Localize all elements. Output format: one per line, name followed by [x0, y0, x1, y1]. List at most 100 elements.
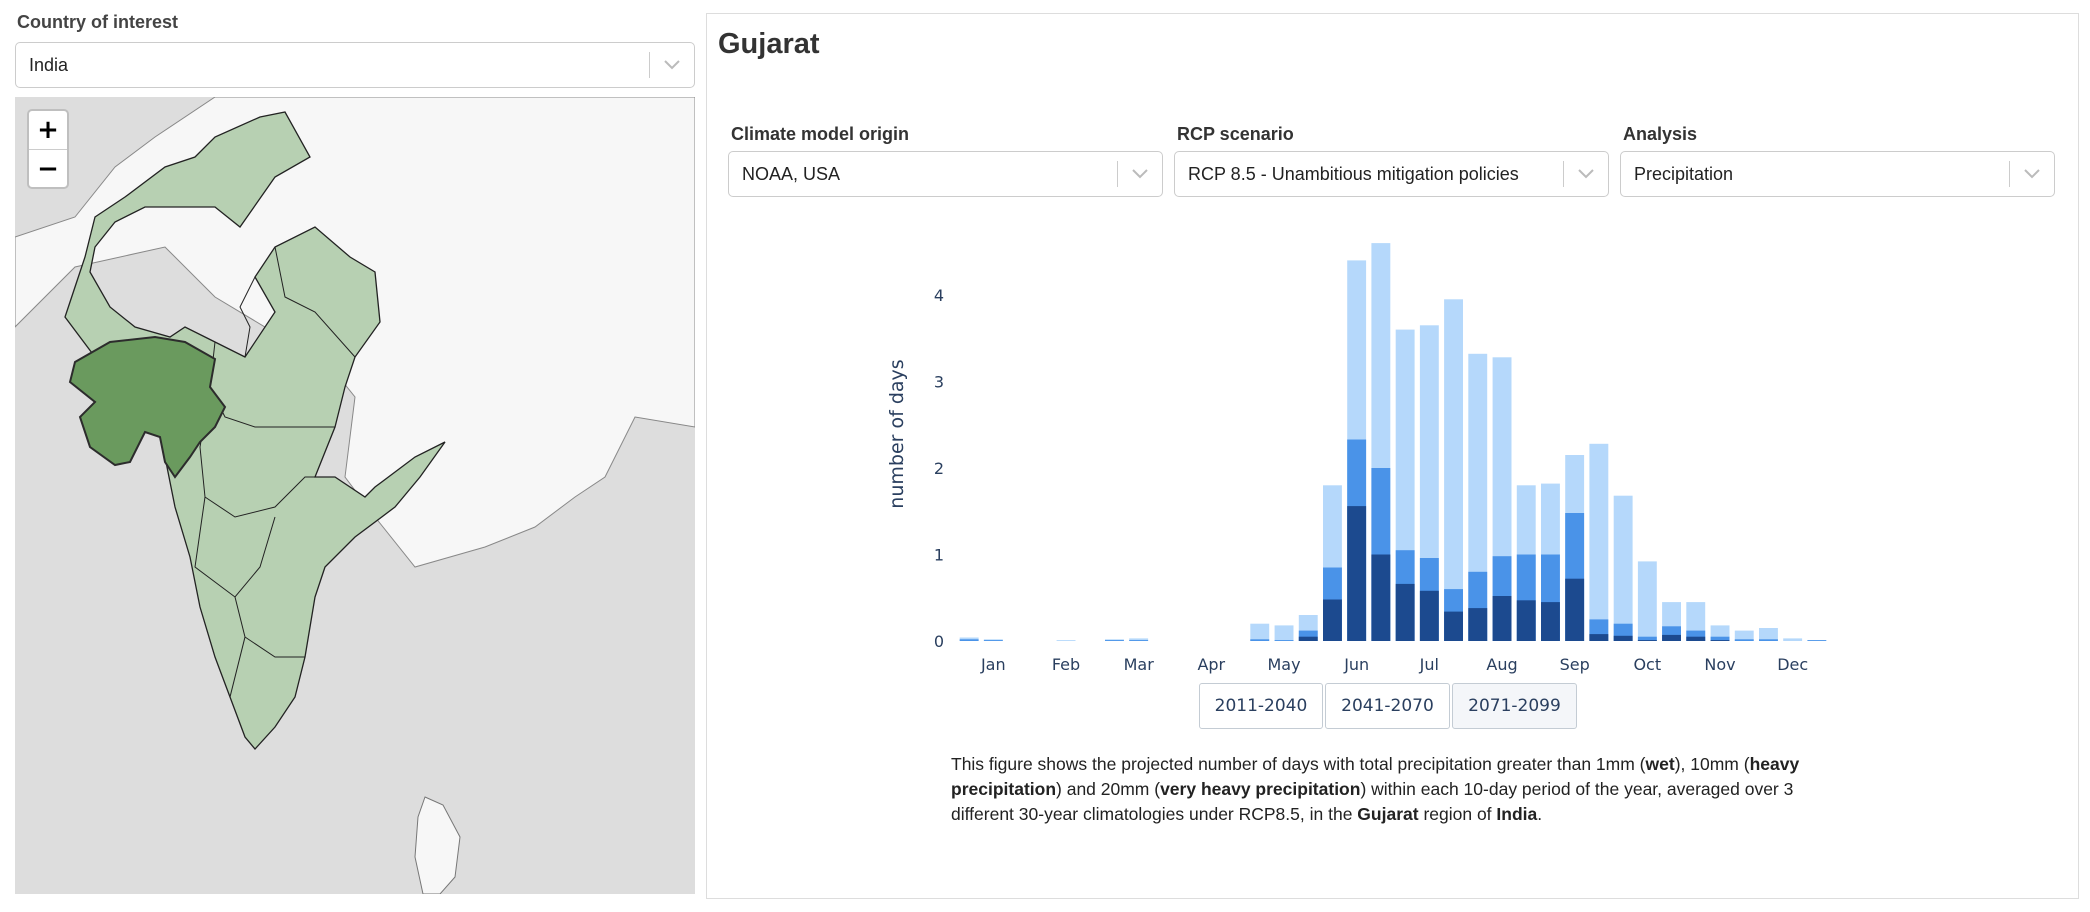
bar-series-3	[1444, 611, 1463, 641]
climate-model-label: Climate model origin	[731, 124, 910, 144]
x-tick-label: Oct	[1633, 655, 1661, 674]
desc-bold: wet	[1645, 754, 1675, 774]
y-axis-label: number of days	[886, 359, 908, 508]
bar-series-2	[1105, 640, 1124, 641]
bar-series-2	[1807, 640, 1827, 641]
x-tick-label: Jun	[1343, 655, 1369, 674]
analysis-label: Analysis	[1623, 124, 1698, 144]
x-tick-label: Mar	[1124, 655, 1155, 674]
x-tick-label: Dec	[1777, 655, 1808, 674]
india-map[interactable]	[15, 97, 695, 894]
period-button-2011-2040[interactable]: 2011-2040	[1199, 683, 1323, 729]
desc-text: region of	[1418, 804, 1497, 824]
bar-series-3	[1662, 634, 1681, 641]
y-tick-label: 4	[934, 286, 944, 305]
desc-bold: very heavy precipitation	[1160, 779, 1361, 799]
bar-series-3	[1419, 590, 1439, 641]
y-tick-label: 2	[934, 459, 944, 478]
bar-series-1	[1613, 495, 1633, 641]
chevron-down-icon[interactable]	[650, 60, 694, 70]
chevron-down-icon[interactable]	[1564, 169, 1608, 179]
period-button-2071-2099[interactable]: 2071-2099	[1452, 683, 1577, 729]
period-button-2041-2070[interactable]: 2041-2070	[1325, 683, 1450, 729]
desc-text: This figure shows the projected number o…	[951, 754, 1646, 774]
bar-series-2	[1129, 640, 1149, 641]
select-separator	[1117, 161, 1118, 187]
y-tick-label: 1	[934, 546, 944, 565]
bar-series-1	[959, 637, 979, 641]
bar-series-3	[1516, 600, 1536, 641]
bar-series-1	[1759, 628, 1778, 641]
zoom-out-button[interactable]: −	[29, 149, 67, 187]
desc-bold: India	[1496, 804, 1538, 824]
bar-series-1	[1129, 638, 1149, 641]
select-separator	[649, 52, 650, 78]
select-separator	[2009, 161, 2010, 187]
y-tick-label: 3	[934, 373, 944, 392]
climate-model-value: NOAA, USA	[742, 163, 841, 184]
x-tick-label: Jul	[1419, 655, 1439, 674]
climate-model-select[interactable]: NOAA, USA	[728, 151, 1163, 197]
gujarat-region	[68, 335, 227, 479]
chart-description: This figure shows the projected number o…	[951, 752, 1831, 827]
country-label: Country of interest	[17, 12, 179, 32]
desc-bold: heavy precipitation	[951, 754, 1800, 799]
bar-series-3	[1613, 635, 1633, 641]
x-tick-label: Jan	[980, 655, 1006, 674]
x-tick-label: Aug	[1486, 655, 1517, 674]
chevron-down-icon[interactable]	[2010, 169, 2054, 179]
x-tick-label: Sep	[1560, 655, 1590, 674]
bar-series-3	[1637, 640, 1657, 641]
select-separator	[1563, 161, 1564, 187]
bar-series-3	[1565, 578, 1585, 641]
bar-series-1	[1637, 561, 1657, 641]
bar-series-2	[1298, 630, 1318, 641]
rcp-scenario-select[interactable]: RCP 8.5 - Unambitious mitigation policie…	[1174, 151, 1609, 197]
region-title: Gujarat	[718, 28, 820, 60]
bar-series-1	[1468, 353, 1488, 641]
bar-series-2	[959, 639, 979, 641]
bar-series-3	[1589, 634, 1609, 641]
bar-series-3	[1686, 636, 1706, 641]
bar-series-2	[1686, 630, 1706, 641]
x-tick-label: Feb	[1052, 655, 1080, 674]
bar-series-3	[1710, 640, 1730, 641]
x-tick-label: Apr	[1197, 655, 1225, 674]
bar-series-3	[1541, 602, 1560, 641]
analysis-select[interactable]: Precipitation	[1620, 151, 2055, 197]
bar-series-2	[1274, 640, 1294, 641]
desc-bold: Gujarat	[1357, 804, 1419, 824]
bar-series-1	[1444, 299, 1463, 641]
zoom-control: + −	[27, 109, 69, 189]
analysis-value: Precipitation	[1634, 163, 1734, 184]
bar-series-3	[1468, 608, 1488, 641]
bar-series-3	[1371, 554, 1391, 641]
bar-series-3	[1347, 506, 1367, 641]
country-select[interactable]: India	[15, 42, 695, 88]
bar-series-1	[1056, 640, 1076, 641]
bar-series-1	[1589, 443, 1609, 641]
bar-series-2	[983, 640, 1003, 641]
bar-series-3	[1298, 636, 1318, 641]
region-panel: Gujarat Climate model origin NOAA, USA R…	[706, 13, 2079, 899]
precipitation-chart: number of days 0 1 2 3 4 Jan Feb Mar Apr May Jun J…	[886, 243, 1827, 674]
map-panel[interactable]: + −	[15, 97, 695, 894]
desc-text: ), 10mm (	[1674, 754, 1750, 774]
y-tick-label: 0	[934, 632, 944, 651]
x-tick-label: May	[1267, 655, 1300, 674]
bar-series-2	[1250, 639, 1270, 641]
bar-series-3	[1492, 596, 1512, 641]
chevron-down-icon[interactable]	[1118, 169, 1162, 179]
bar-series-1	[1734, 630, 1754, 641]
rcp-scenario-value: RCP 8.5 - Unambitious mitigation policie…	[1188, 163, 1519, 184]
bar-series-1	[1783, 638, 1803, 641]
country-select-value: India	[29, 54, 69, 75]
bar-series-1	[1250, 623, 1270, 641]
zoom-in-button[interactable]: +	[37, 115, 59, 145]
bar-series-2	[1710, 636, 1730, 641]
bar-series-3	[1323, 599, 1342, 641]
bar-series-1	[1274, 625, 1294, 641]
bar-series-2	[1734, 639, 1754, 641]
rcp-scenario-label: RCP scenario	[1177, 124, 1294, 144]
x-tick-label: Nov	[1704, 655, 1735, 674]
